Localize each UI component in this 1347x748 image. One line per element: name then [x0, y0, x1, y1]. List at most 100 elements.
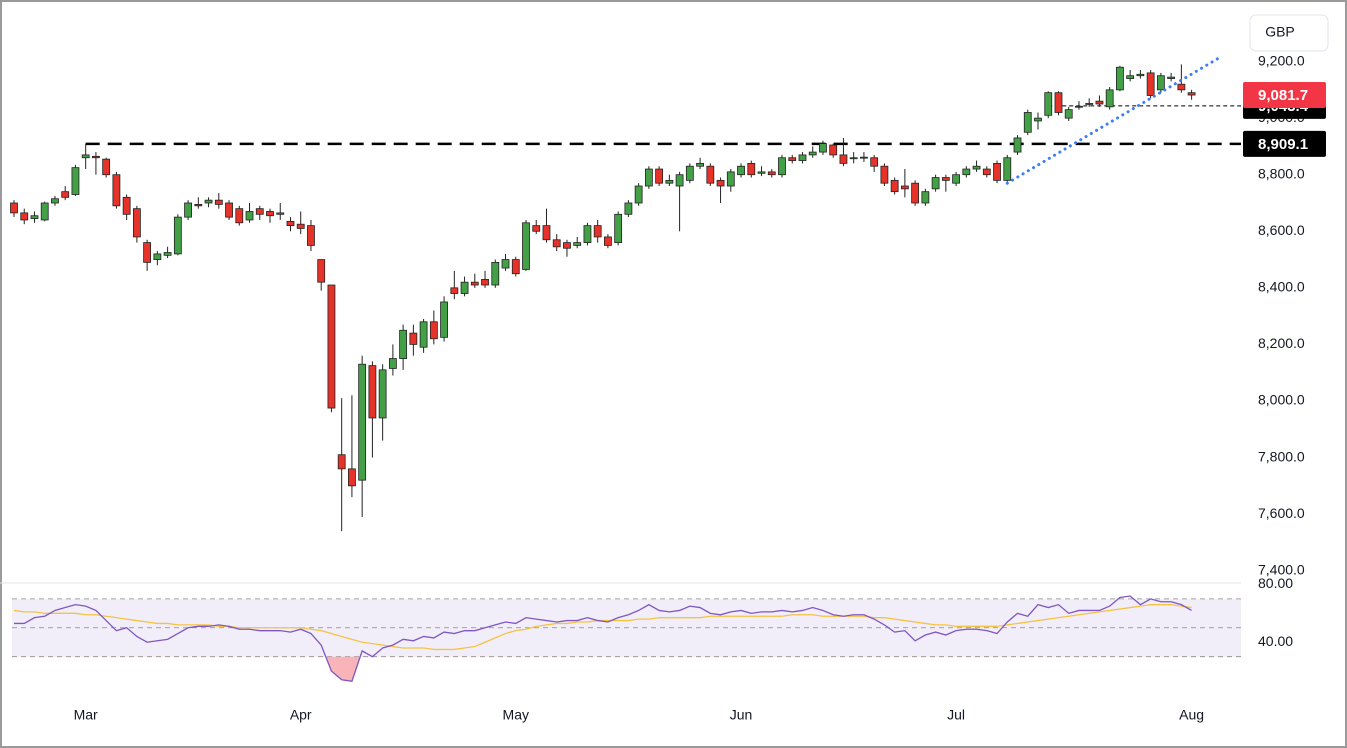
x-tick-label: May	[503, 707, 529, 723]
candle-body	[860, 156, 868, 159]
candle-body	[655, 168, 664, 184]
candle-body	[112, 174, 121, 207]
candle-body	[1105, 89, 1114, 108]
candle-body	[829, 144, 838, 156]
candle-body	[644, 168, 653, 187]
candle-body	[1167, 76, 1176, 79]
x-tick-label: Jun	[730, 707, 753, 723]
candle-body	[173, 216, 182, 255]
candle-body	[1064, 109, 1073, 119]
candle-body	[470, 281, 479, 286]
candle-body	[900, 185, 909, 190]
candle-body	[624, 202, 633, 215]
candle-body	[706, 165, 715, 184]
candle-body	[1187, 92, 1196, 96]
x-tick-label: Aug	[1179, 707, 1204, 723]
candle-body	[20, 212, 29, 221]
price-label: 8,909.1	[1258, 136, 1308, 153]
candle-body	[245, 211, 254, 221]
price-label-box	[1243, 130, 1326, 157]
candle-body	[327, 284, 336, 409]
candle-body	[307, 225, 315, 246]
candle-body	[716, 179, 725, 187]
candle-body	[747, 162, 756, 176]
candle-body	[81, 154, 90, 159]
candle-body	[419, 321, 428, 348]
candle-body	[593, 225, 602, 238]
candle-body	[634, 185, 643, 204]
candle-body	[337, 454, 346, 470]
candle-body	[532, 225, 541, 232]
candle-body	[296, 223, 305, 229]
candle-body	[1177, 83, 1186, 91]
candle-body	[399, 329, 408, 359]
currency-label[interactable]: GBP	[1265, 24, 1295, 40]
candle-body	[972, 165, 981, 170]
candle-body	[604, 236, 612, 246]
candle-body	[522, 222, 530, 270]
x-tick-label: Apr	[290, 707, 312, 723]
candle-body	[870, 157, 879, 167]
rsi-tick-label: 80.00	[1258, 575, 1293, 591]
y-tick-label: 9,200.0	[1258, 52, 1305, 68]
candle-body	[1003, 157, 1012, 181]
rsi-tick-label: 40.00	[1258, 633, 1293, 649]
candle-body	[1126, 75, 1135, 79]
candle-body	[563, 242, 571, 249]
price-label: 9,081.7	[1258, 87, 1308, 104]
candle-body	[92, 155, 100, 159]
candle-body	[51, 198, 59, 204]
candle-body	[808, 151, 817, 156]
candle-body	[931, 177, 940, 190]
candle-body	[184, 202, 192, 218]
candle-body	[1156, 75, 1165, 91]
candle-body	[614, 213, 623, 243]
candle-body	[583, 225, 592, 243]
candle-body	[235, 208, 244, 224]
candle-body	[388, 358, 397, 369]
candle-body	[317, 259, 326, 283]
x-tick-label: Jul	[947, 707, 965, 723]
candle-body	[1095, 100, 1104, 105]
y-tick-label: 7,400.0	[1258, 561, 1305, 577]
candle-body	[767, 171, 776, 176]
candle-body	[153, 253, 162, 260]
y-tick-label: 7,800.0	[1258, 448, 1305, 464]
candle-body	[665, 179, 674, 184]
candle-body	[348, 468, 356, 487]
candle-body	[552, 239, 561, 248]
candle-body	[849, 157, 858, 160]
candle-body	[1146, 72, 1155, 96]
candle-body	[194, 204, 203, 207]
currency-button[interactable]	[1249, 14, 1329, 52]
candle-body	[358, 363, 367, 481]
candle-body	[71, 167, 80, 195]
candle-body	[778, 157, 786, 176]
candle-body	[40, 202, 49, 221]
candle-body	[1013, 137, 1022, 153]
candle-body	[675, 174, 684, 187]
candle-body	[266, 211, 274, 217]
y-tick-label: 8,000.0	[1258, 392, 1305, 408]
candle-body	[460, 281, 469, 294]
candle-body	[225, 202, 233, 218]
candle-body	[491, 261, 500, 286]
candle-body	[1085, 103, 1094, 105]
x-tick-label: Mar	[74, 707, 98, 723]
candle-body	[757, 171, 766, 174]
candle-body	[378, 369, 387, 419]
candle-body	[440, 301, 448, 338]
candle-body	[163, 252, 172, 256]
candle-body	[61, 191, 70, 198]
price-label-box	[1243, 82, 1326, 109]
candle-body	[1054, 92, 1063, 113]
candle-body	[819, 143, 827, 153]
candle-body	[368, 365, 377, 419]
candle-body	[214, 199, 223, 205]
candle-body	[122, 196, 131, 215]
rsi-ma-line	[13, 604, 1192, 651]
candle-body	[132, 208, 141, 238]
candle-body	[429, 321, 438, 340]
candle-body	[941, 177, 950, 181]
